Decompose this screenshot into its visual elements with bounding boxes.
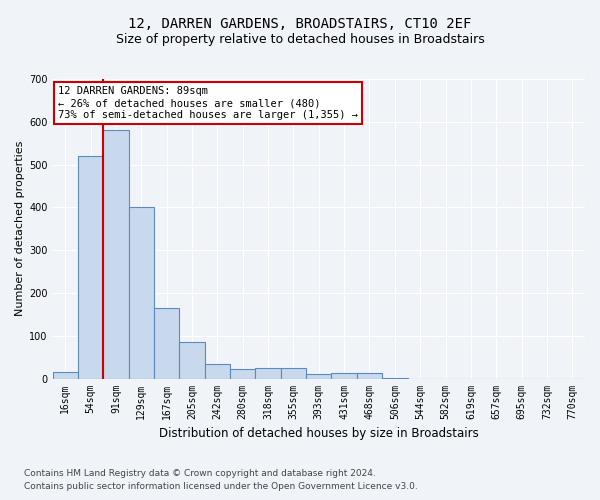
X-axis label: Distribution of detached houses by size in Broadstairs: Distribution of detached houses by size …: [159, 427, 479, 440]
Y-axis label: Number of detached properties: Number of detached properties: [15, 141, 25, 316]
Bar: [306, 374, 331, 378]
Text: Contains HM Land Registry data © Crown copyright and database right 2024.: Contains HM Land Registry data © Crown c…: [24, 468, 376, 477]
Text: 12, DARREN GARDENS, BROADSTAIRS, CT10 2EF: 12, DARREN GARDENS, BROADSTAIRS, CT10 2E…: [128, 18, 472, 32]
Bar: [230, 369, 256, 378]
Bar: [331, 373, 357, 378]
Bar: [179, 342, 205, 378]
Bar: [53, 372, 78, 378]
Text: Size of property relative to detached houses in Broadstairs: Size of property relative to detached ho…: [116, 32, 484, 46]
Bar: [205, 364, 230, 378]
Bar: [281, 368, 306, 378]
Bar: [78, 156, 103, 378]
Bar: [128, 208, 154, 378]
Text: Contains public sector information licensed under the Open Government Licence v3: Contains public sector information licen…: [24, 482, 418, 491]
Bar: [357, 374, 382, 378]
Bar: [256, 368, 281, 378]
Text: 12 DARREN GARDENS: 89sqm
← 26% of detached houses are smaller (480)
73% of semi-: 12 DARREN GARDENS: 89sqm ← 26% of detach…: [58, 86, 358, 120]
Bar: [103, 130, 128, 378]
Bar: [154, 308, 179, 378]
